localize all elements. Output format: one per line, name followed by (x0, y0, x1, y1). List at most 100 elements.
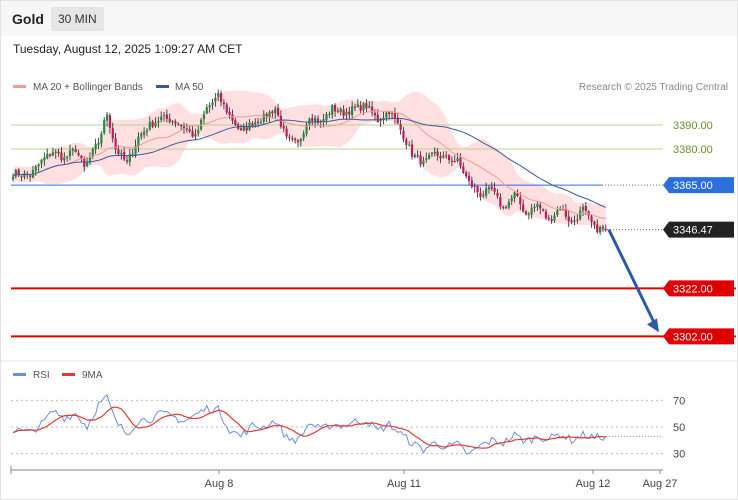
candle-body (46, 153, 49, 159)
candle-body (530, 207, 533, 215)
candle-body (103, 120, 106, 134)
candle-body (228, 111, 231, 115)
candle-body (445, 155, 448, 157)
rsi-ma-legend-swatch (62, 373, 75, 376)
candle-body (80, 155, 83, 159)
candle-body (342, 109, 345, 116)
candle-body (470, 180, 473, 187)
candle-body (225, 104, 228, 113)
candle-body (91, 149, 94, 157)
candle-body (117, 149, 120, 155)
candle-body (40, 159, 43, 164)
candle-body (242, 126, 245, 131)
candle-body (524, 211, 528, 215)
candle-body (499, 197, 502, 207)
rsi-line (12, 393, 607, 455)
candle-body (271, 111, 274, 114)
ma50-legend-swatch (156, 85, 169, 88)
rsi-tick-label: 30 (673, 449, 685, 461)
candle-body (151, 121, 154, 127)
candle-body (419, 155, 422, 165)
candle-body (202, 114, 206, 120)
timeframe-button[interactable]: 30 MIN (51, 7, 104, 31)
ma20-line (12, 110, 606, 220)
candle-body (111, 128, 114, 139)
candle-body (268, 112, 271, 118)
candle-body (68, 150, 72, 156)
candle-body (599, 226, 602, 233)
candle-body (596, 224, 599, 233)
candle-body (539, 204, 542, 209)
candle-body (450, 160, 453, 162)
candle-body (428, 154, 431, 159)
candle-body (570, 220, 573, 223)
candle-body (174, 121, 177, 124)
rsi-tick-label: 70 (673, 395, 685, 407)
candle-body (208, 105, 211, 108)
candle-body (507, 201, 510, 208)
candle-body (351, 106, 354, 116)
candle-body (436, 151, 439, 156)
candle-body (490, 186, 493, 189)
candle-body (251, 123, 254, 126)
price-label-support: 3302.00 (673, 331, 713, 343)
candle-body (510, 197, 513, 202)
price-label-pivot: 3365.00 (673, 180, 713, 192)
candle-body (559, 208, 562, 210)
candle-body (593, 221, 596, 225)
rsi-legend-label: RSI (33, 370, 50, 381)
candle-body (191, 131, 194, 137)
candle-body (23, 172, 26, 178)
candle-body (239, 128, 243, 130)
candle-body (527, 214, 530, 216)
candle-body (348, 111, 351, 115)
candle-body (390, 113, 394, 115)
candle-body (140, 133, 143, 137)
candle-body (416, 155, 419, 157)
candle-body (257, 121, 260, 123)
candle-body (504, 207, 508, 209)
candle-body (356, 104, 359, 107)
candle-body (533, 206, 536, 208)
candle-body (553, 215, 556, 221)
candle-body (345, 111, 348, 116)
price-label-resistance: 3390.00 (673, 120, 713, 132)
candle-body (336, 110, 339, 112)
candle-body (48, 154, 52, 156)
candle-body (165, 114, 168, 119)
candle-body (579, 210, 582, 220)
candle-body (17, 169, 20, 176)
candle-body (74, 149, 77, 152)
candle-body (542, 209, 545, 211)
candle-body (456, 158, 459, 162)
candle-body (430, 152, 434, 155)
ma20-legend-label: MA 20 + Bollinger Bands (33, 82, 143, 93)
candle-body (54, 151, 57, 153)
candle-body (214, 97, 217, 102)
candle-body (325, 113, 328, 120)
candle-body (279, 115, 282, 127)
candle-body (254, 122, 257, 126)
rsi-tick-label: 50 (673, 422, 685, 434)
candle-body (405, 139, 408, 145)
candle-body (567, 216, 570, 222)
x-tick-label: Aug 27 (643, 478, 678, 490)
candle-body (556, 209, 559, 216)
candle-body (262, 114, 265, 122)
candle-body (459, 157, 462, 167)
ma50-legend-label: MA 50 (175, 82, 204, 93)
candle-body (182, 126, 186, 129)
candle-body (77, 152, 80, 156)
candle-body (299, 138, 302, 142)
candle-body (544, 211, 548, 218)
candle-body (425, 158, 428, 160)
candle-body (296, 140, 300, 143)
candle-body (333, 104, 337, 112)
candle-body (171, 120, 174, 123)
candle-body (584, 206, 587, 211)
candle-body (487, 187, 491, 190)
candle-body (282, 126, 285, 129)
candle-body (590, 216, 593, 223)
candle-body (291, 138, 294, 140)
candle-body (180, 124, 183, 127)
